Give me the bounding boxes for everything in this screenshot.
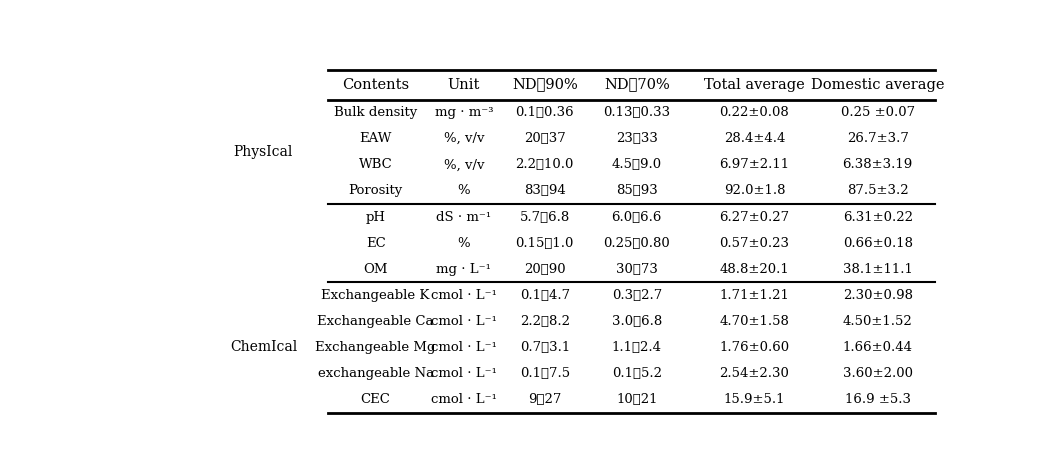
Text: 4.5～9.0: 4.5～9.0 [611,158,662,171]
Text: 2.54±2.30: 2.54±2.30 [720,367,790,380]
Text: %: % [458,184,470,197]
Text: Unit: Unit [447,78,480,91]
Text: ND〉90%: ND〉90% [512,78,578,91]
Text: 1.1～2.4: 1.1～2.4 [612,341,661,354]
Text: 48.8±20.1: 48.8±20.1 [720,263,790,276]
Text: 6.38±3.19: 6.38±3.19 [843,158,913,171]
Text: 1.76±0.60: 1.76±0.60 [720,341,790,354]
Text: 0.25～0.80: 0.25～0.80 [603,237,670,250]
Text: Contents: Contents [342,78,409,91]
Text: mg · L⁻¹: mg · L⁻¹ [436,263,491,276]
Text: %, v/v: %, v/v [443,158,484,171]
Text: exchangeable Na: exchangeable Na [317,367,434,380]
Text: 15.9±5.1: 15.9±5.1 [724,393,785,406]
Text: 6.31±0.22: 6.31±0.22 [843,210,913,224]
Text: cmol · L⁻¹: cmol · L⁻¹ [431,393,496,406]
Text: 4.70±1.58: 4.70±1.58 [720,315,790,328]
Text: %, v/v: %, v/v [443,132,484,145]
Text: 38.1±11.1: 38.1±11.1 [843,263,913,276]
Text: cmol · L⁻¹: cmol · L⁻¹ [431,315,496,328]
Text: 0.22±0.08: 0.22±0.08 [720,106,790,119]
Text: 0.3～2.7: 0.3～2.7 [611,289,662,302]
Text: 4.50±1.52: 4.50±1.52 [843,315,913,328]
Text: 10～21: 10～21 [616,393,657,406]
Text: pH: pH [366,210,386,224]
Text: 0.1～7.5: 0.1～7.5 [519,367,569,380]
Text: 16.9 ±5.3: 16.9 ±5.3 [845,393,911,406]
Text: Exchangeable K: Exchangeable K [321,289,430,302]
Text: Porosity: Porosity [348,184,403,197]
Text: 30～73: 30～73 [615,263,658,276]
Text: EC: EC [366,237,386,250]
Text: 1.71±1.21: 1.71±1.21 [720,289,790,302]
Text: 1.66±0.44: 1.66±0.44 [843,341,913,354]
Text: 0.1～5.2: 0.1～5.2 [612,367,661,380]
Text: 20～90: 20～90 [524,263,565,276]
Text: WBC: WBC [359,158,392,171]
Text: ChemIcal: ChemIcal [229,340,297,355]
Text: %: % [458,237,470,250]
Text: 20～37: 20～37 [524,132,565,145]
Text: 92.0±1.8: 92.0±1.8 [724,184,785,197]
Text: 2.30±0.98: 2.30±0.98 [843,289,913,302]
Text: 0.25 ±0.07: 0.25 ±0.07 [841,106,915,119]
Text: OM: OM [363,263,388,276]
Text: cmol · L⁻¹: cmol · L⁻¹ [431,367,496,380]
Text: cmol · L⁻¹: cmol · L⁻¹ [431,289,496,302]
Text: mg · m⁻³: mg · m⁻³ [435,106,493,119]
Text: ND〉70%: ND〉70% [604,78,670,91]
Text: 0.7～3.1: 0.7～3.1 [519,341,569,354]
Text: 83～94: 83～94 [524,184,565,197]
Text: CEC: CEC [361,393,390,406]
Text: 28.4±4.4: 28.4±4.4 [724,132,785,145]
Text: 0.66±0.18: 0.66±0.18 [843,237,913,250]
Text: 0.13～0.33: 0.13～0.33 [603,106,671,119]
Text: cmol · L⁻¹: cmol · L⁻¹ [431,341,496,354]
Text: 0.15～1.0: 0.15～1.0 [515,237,574,250]
Text: 5.7～6.8: 5.7～6.8 [519,210,569,224]
Text: 87.5±3.2: 87.5±3.2 [847,184,908,197]
Text: Bulk density: Bulk density [334,106,417,119]
Text: 9～27: 9～27 [528,393,561,406]
Text: 26.7±3.7: 26.7±3.7 [847,132,908,145]
Text: dS · m⁻¹: dS · m⁻¹ [436,210,491,224]
Text: Domestic average: Domestic average [810,78,944,91]
Text: 6.97±2.11: 6.97±2.11 [720,158,790,171]
Text: Exchangeable Mg: Exchangeable Mg [315,341,436,354]
Text: Exchangeable Ca: Exchangeable Ca [317,315,434,328]
Text: Total average: Total average [704,78,805,91]
Text: 3.60±2.00: 3.60±2.00 [843,367,913,380]
Text: 6.27±0.27: 6.27±0.27 [720,210,790,224]
Text: 0.57±0.23: 0.57±0.23 [720,237,790,250]
Text: 2.2～10.0: 2.2～10.0 [515,158,574,171]
Text: 23～33: 23～33 [615,132,658,145]
Text: 0.1～4.7: 0.1～4.7 [519,289,569,302]
Text: EAW: EAW [360,132,392,145]
Text: 3.0～6.8: 3.0～6.8 [611,315,662,328]
Text: 0.1～0.36: 0.1～0.36 [515,106,574,119]
Text: 6.0～6.6: 6.0～6.6 [611,210,662,224]
Text: 85～93: 85～93 [615,184,658,197]
Text: 2.2～8.2: 2.2～8.2 [519,315,569,328]
Text: PhysIcal: PhysIcal [234,145,293,159]
